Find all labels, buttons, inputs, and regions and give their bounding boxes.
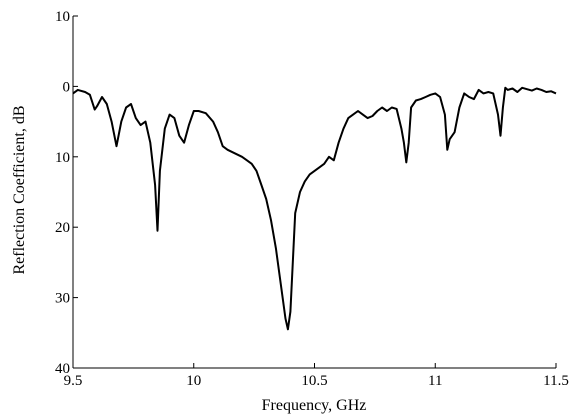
x-tick-label: 9.5: [64, 373, 83, 389]
y-axis-ticks: 10 0 10 20 30 40: [55, 9, 78, 377]
y-axis-label: Reflection Coefficient, dB: [11, 106, 28, 275]
x-axis-label: Frequency, GHz: [262, 397, 367, 414]
y-tick-label: 30: [55, 291, 70, 307]
y-tick-label: 10: [55, 150, 70, 166]
x-axis-ticks: 9.5 10 10.5 11 11.5: [64, 363, 569, 389]
y-tick-label: 10: [55, 9, 70, 25]
y-tick-label: 0: [63, 79, 71, 95]
x-tick-label: 11.5: [543, 373, 569, 389]
x-tick-label: 10.5: [301, 373, 327, 389]
x-tick-label: 10: [186, 373, 201, 389]
y-tick-label: 20: [55, 220, 70, 236]
x-tick-label: 11: [428, 373, 442, 389]
y-tick-label: 40: [55, 361, 70, 377]
series-line-reflection: [72, 86, 557, 331]
